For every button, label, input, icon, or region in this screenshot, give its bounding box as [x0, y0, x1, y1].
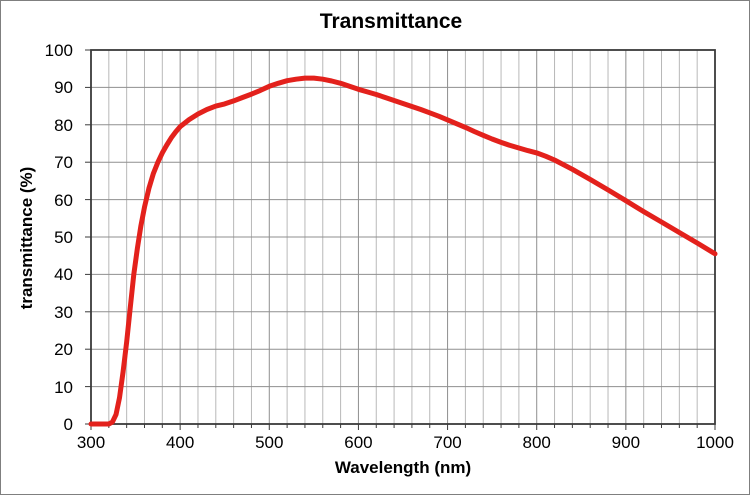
y-tick-label: 20: [54, 340, 73, 360]
y-tick-label: 50: [54, 228, 73, 247]
y-tick-label: 0: [63, 415, 73, 434]
x-tick-label: 800: [522, 433, 551, 452]
plot-frame: [90, 49, 716, 425]
y-tick-label: 70: [54, 153, 73, 173]
x-tick-label: 900: [611, 433, 641, 452]
x-tick-label: 500: [255, 433, 284, 452]
y-tick-label: 100: [44, 41, 73, 60]
x-axis-label: Wavelength (nm): [334, 458, 472, 477]
x-tick-label: 1000: [696, 433, 734, 452]
x-tick-label: 300: [76, 433, 106, 452]
y-tick-label: 10: [54, 377, 73, 397]
x-tick-label: 600: [344, 433, 373, 452]
y-tick-label: 90: [54, 78, 73, 98]
transmittance-curve: [88, 75, 718, 427]
y-tick-label: 60: [54, 190, 73, 210]
chart-title: Transmittance: [319, 10, 463, 33]
x-tick-label: 700: [433, 433, 462, 452]
y-tick-label: 40: [54, 265, 73, 285]
y-tick-label: 80: [54, 115, 73, 135]
y-tick-label: 30: [54, 302, 73, 322]
x-tick-label: 400: [165, 433, 195, 452]
